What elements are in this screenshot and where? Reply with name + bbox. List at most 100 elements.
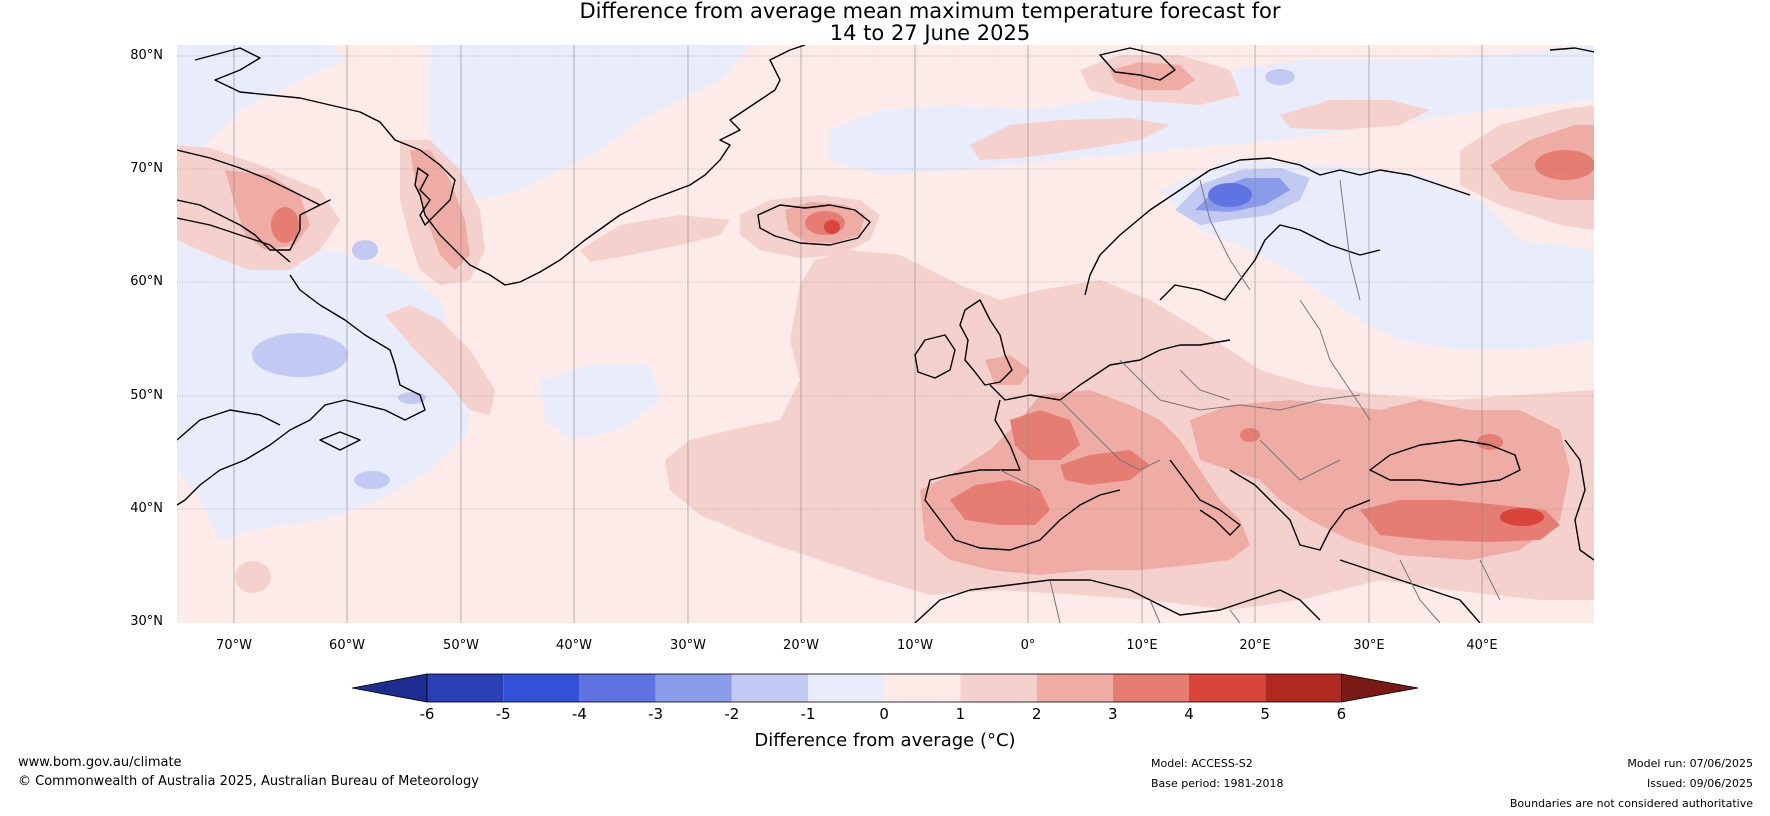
anomaly-pos3-france-north	[985, 355, 1030, 385]
anomaly-neg2-patch2	[354, 471, 390, 489]
anomaly-pos4-iceland	[805, 211, 845, 235]
border-western-europe	[1059, 399, 1161, 471]
lon-label-30e: 30°E	[1353, 638, 1385, 653]
colorbar-tick-label: -4	[571, 705, 587, 723]
lon-label-10w: 10°W	[897, 638, 933, 653]
colorbar-segment	[427, 674, 504, 702]
coastline-north-africa	[914, 579, 1321, 623]
anomaly-pos4-hungary	[1240, 428, 1260, 442]
anomaly-pos4-russia	[1535, 150, 1594, 180]
anomaly-neg2-arctic	[1265, 69, 1295, 85]
footer-issued: Issued: 09/06/2025	[1646, 777, 1753, 790]
colorbar-tick-label: 1	[955, 705, 966, 723]
graticule-meridians	[233, 45, 1483, 623]
coastline-hudson	[177, 409, 281, 441]
colorbar-tick-label: 5	[1260, 705, 1270, 723]
colorbar-tick-label: -2	[724, 705, 740, 723]
colorbar-extend-high	[1341, 673, 1419, 703]
colorbar-tick-label: 2	[1031, 705, 1042, 723]
footer-model: Model: ACCESS-S2	[1151, 757, 1253, 770]
coastline-europe-mainland	[989, 339, 1231, 401]
colorbar-segment	[1265, 674, 1342, 702]
lon-label-20w: 20°W	[783, 638, 819, 653]
border-eastern-europe	[1299, 299, 1371, 421]
footer-website: www.bom.gov.au/climate	[18, 755, 182, 770]
country-borders	[999, 179, 1501, 623]
map-title-line1: Difference from average mean maximum tem…	[579, 0, 1281, 23]
border-central-europe	[1119, 359, 1361, 411]
coastlines	[177, 45, 1594, 623]
coastline-black-sea	[1369, 439, 1521, 486]
border-finland-russia	[1339, 179, 1361, 301]
anomaly-pos2-iceland-west	[580, 215, 730, 262]
anomaly-pos5-turkey	[1500, 508, 1544, 526]
anomaly-pos2-greenland-sea	[1280, 100, 1430, 130]
anomaly-pos2-atlantic-west	[385, 305, 495, 415]
border-iberia	[999, 469, 1041, 491]
colorbar-tick-label: 4	[1184, 705, 1194, 723]
coastline-baffin	[177, 149, 331, 251]
colorbar-tick-label: 0	[879, 705, 889, 723]
anomaly-pos4-france-south	[1060, 450, 1150, 485]
coastline-svalbard	[1099, 47, 1176, 81]
lon-label-40w: 40°W	[556, 638, 592, 653]
anomaly-field	[177, 45, 1594, 623]
coastline-balkans-greece	[1229, 469, 1371, 551]
colorbar-tick-label: -6	[419, 705, 435, 723]
lon-label-20e: 20°E	[1239, 638, 1271, 653]
anomaly-pos4-iberia	[950, 480, 1050, 525]
footer-model-run: Model run: 07/06/2025	[1627, 757, 1753, 770]
colorbar-label: Difference from average (°C)	[754, 730, 1016, 751]
border-scandinavia	[1199, 179, 1251, 291]
coastline-nova-scotia	[319, 431, 361, 451]
colorbar-segment	[655, 674, 732, 702]
anomaly-pos4-france	[1010, 410, 1080, 460]
colorbar-tick-label: 3	[1108, 705, 1118, 723]
anomaly-neg2-patch	[352, 240, 378, 260]
map-title-line2: 14 to 27 June 2025	[829, 21, 1031, 45]
anomaly-neg2-labrador	[252, 333, 348, 377]
coastline-iceland	[757, 204, 871, 246]
lon-label-30w: 30°W	[670, 638, 706, 653]
anomaly-negative-arctic	[430, 45, 750, 200]
lat-label-80n: 80°N	[130, 48, 163, 63]
footer-disclaimer: Boundaries are not considered authoritat…	[1509, 797, 1753, 810]
lon-label-40e: 40°E	[1466, 638, 1498, 653]
colorbar-tick-label: -5	[495, 705, 511, 723]
coastline-labrador	[177, 274, 426, 506]
anomaly-neg4-norway	[1208, 183, 1252, 207]
colorbar-segment	[731, 674, 808, 702]
anomaly-pos2-arctic-east	[970, 118, 1170, 160]
coastline-baffin-south	[177, 217, 291, 263]
lon-label-0: 0°	[1020, 638, 1036, 653]
coastline-great-britain	[959, 299, 1013, 386]
anomaly-pos5-iceland	[824, 220, 840, 234]
coastline-italy	[1169, 459, 1241, 536]
border-north-africa	[1049, 579, 1241, 623]
lat-label-60n: 60°N	[130, 274, 163, 289]
colorbar-segment	[960, 674, 1037, 702]
footer-base-period: Base period: 1981-2018	[1151, 777, 1284, 790]
coastline-greenland	[194, 45, 806, 286]
anomaly-negative-central-atlantic	[540, 365, 660, 440]
colorbar-segment	[1189, 674, 1266, 702]
lon-label-60w: 60°W	[329, 638, 365, 653]
border-balkans	[1259, 439, 1341, 481]
coastline-sweden-finland	[1159, 224, 1381, 301]
coastline-norway	[1084, 157, 1471, 296]
graticule	[177, 55, 1594, 510]
colorbar-tick-label: -1	[800, 705, 816, 723]
coastline-ireland	[914, 334, 956, 379]
lat-label-50n: 50°N	[130, 388, 163, 403]
border-central-mid	[1179, 369, 1231, 401]
colorbar-segment	[808, 674, 885, 702]
lat-label-30n: 30°N	[130, 614, 163, 629]
anomaly-pos2-patch-sw	[235, 561, 271, 593]
colorbar	[351, 673, 1419, 703]
colorbar-tick-label: 6	[1336, 705, 1347, 723]
border-middle-east	[1399, 559, 1501, 623]
colorbar-frame	[426, 673, 1342, 703]
anomaly-negative-west-atlantic	[177, 45, 345, 160]
coastline-caspian	[1564, 439, 1594, 561]
